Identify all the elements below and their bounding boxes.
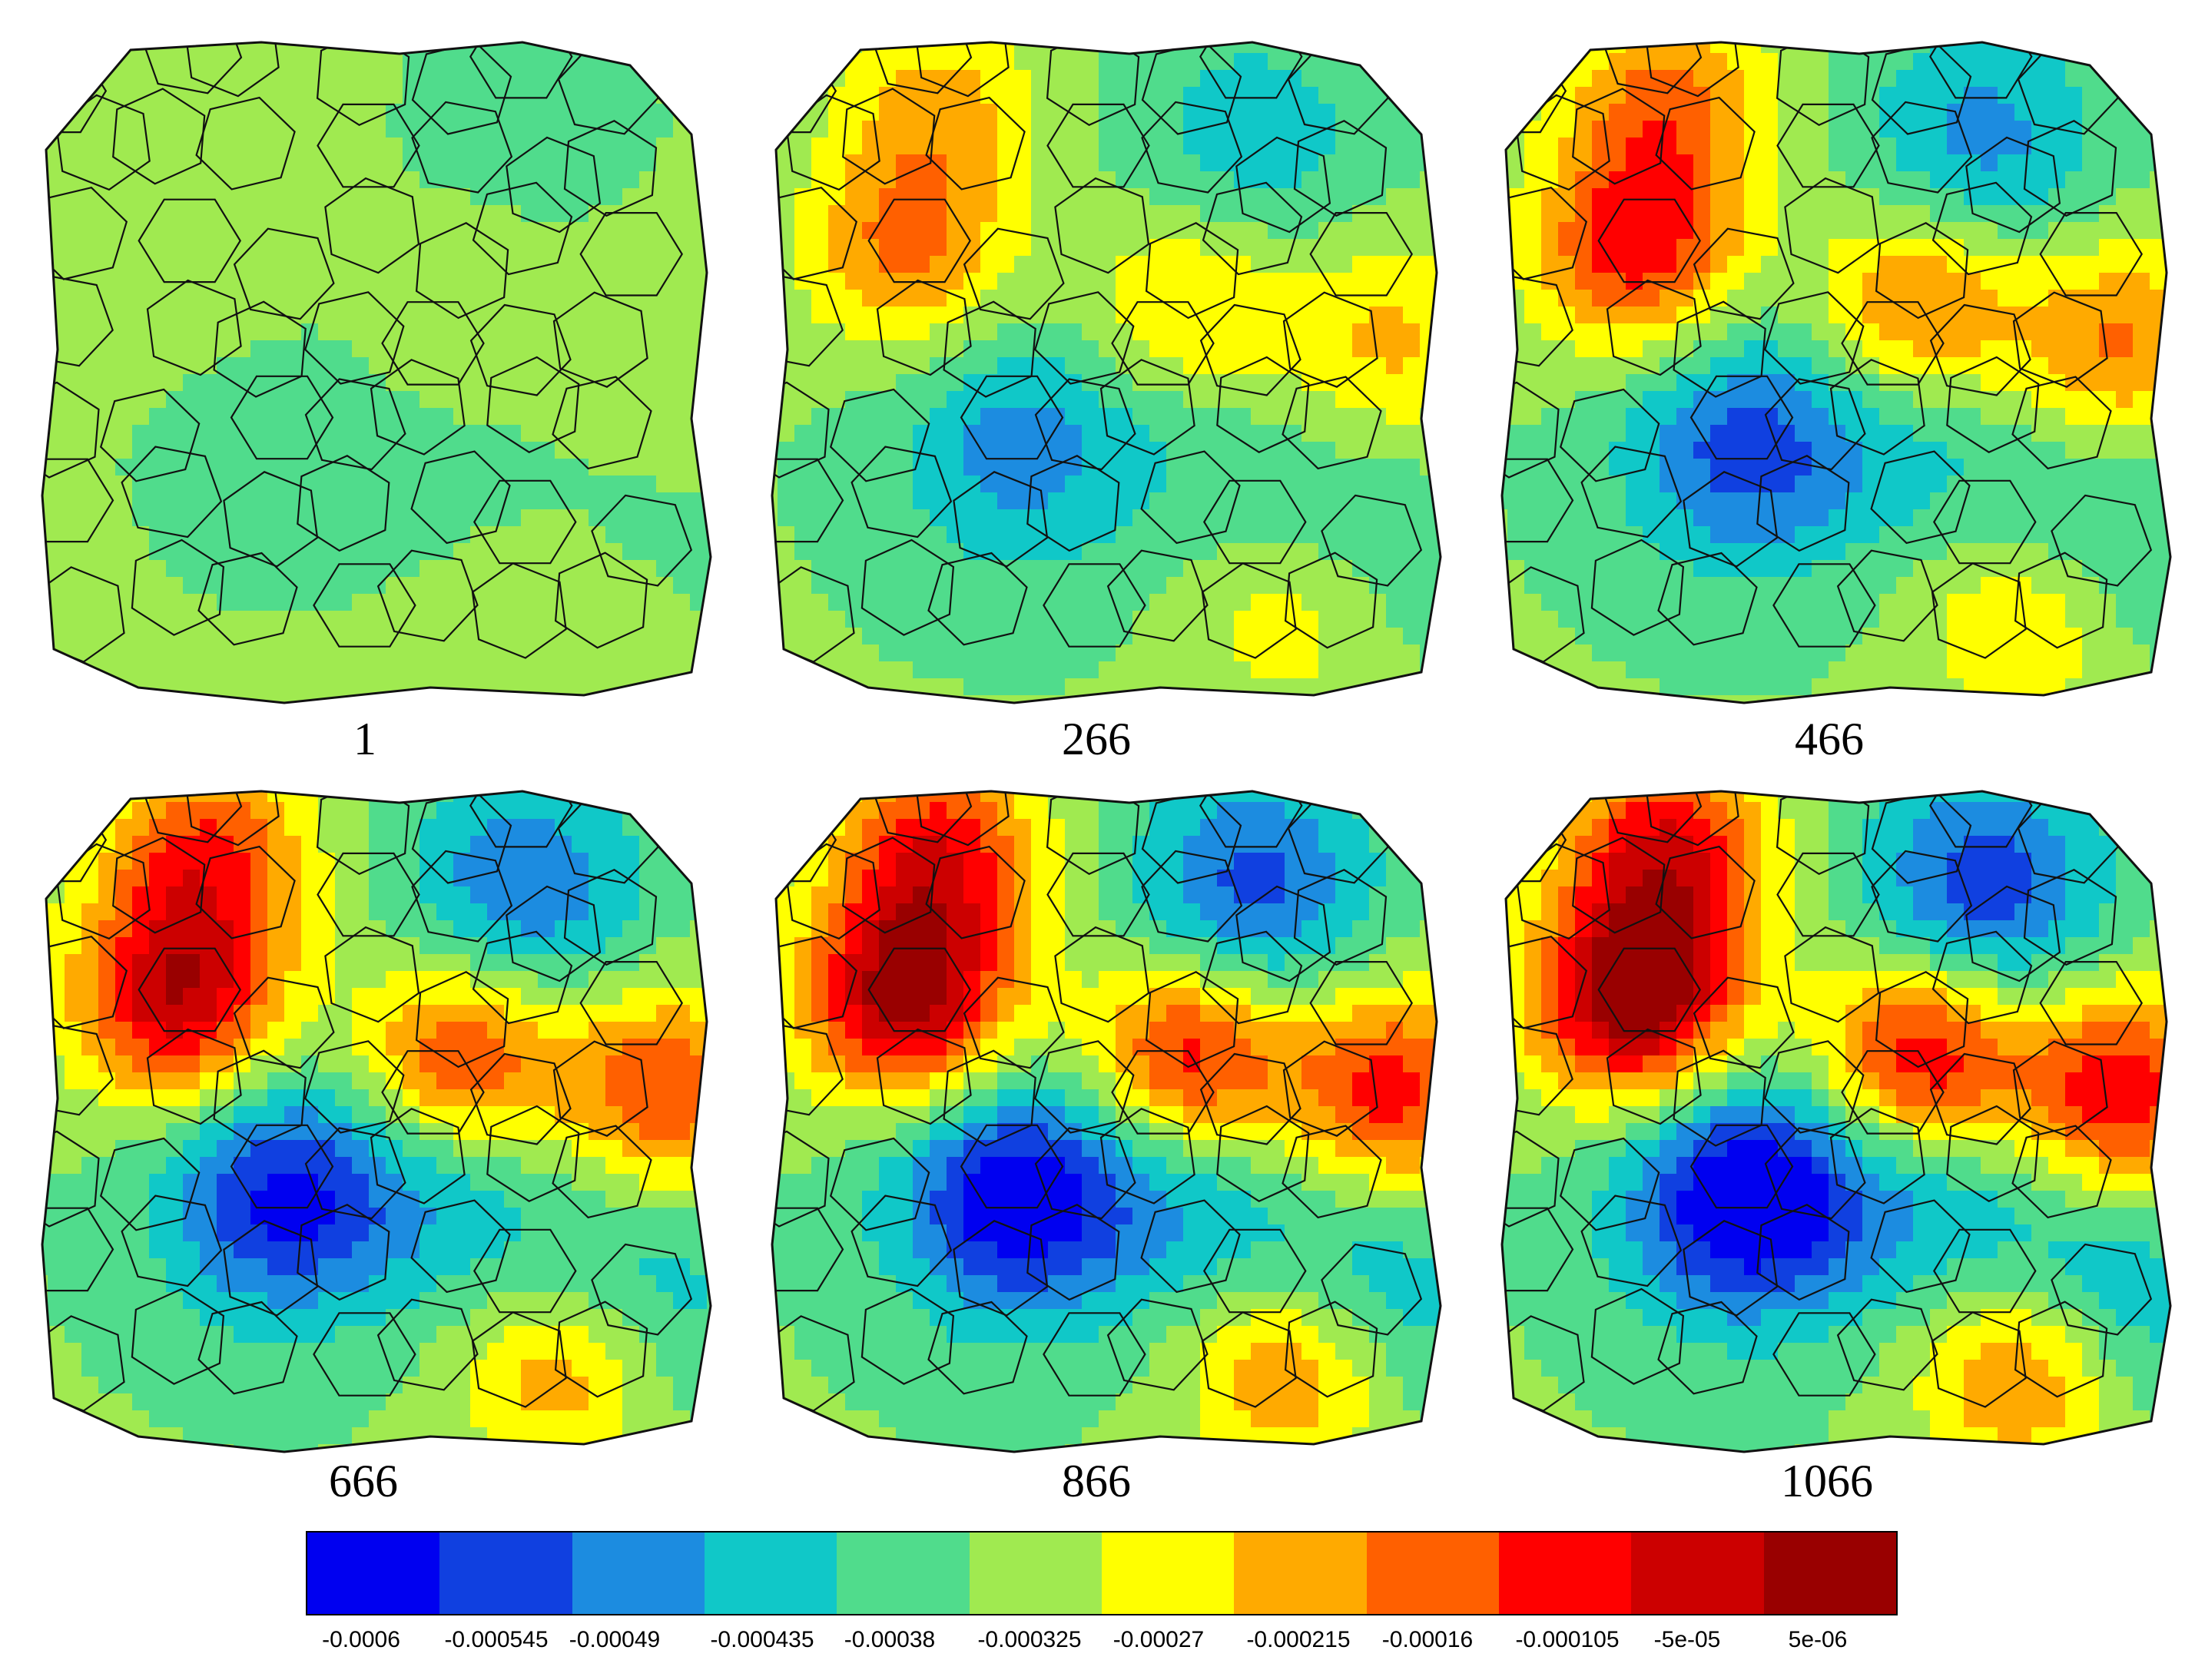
panel-1 <box>31 19 726 718</box>
colorbar-swatch-3 <box>572 1533 705 1614</box>
panel-label-266: 266 <box>1062 714 1131 764</box>
colorbar-tick-7: -0.00027 <box>1112 1627 1205 1652</box>
colorbar-tick-10: -0.000105 <box>1515 1627 1620 1652</box>
panel-266 <box>761 19 1456 718</box>
grain-plot-866 <box>771 790 1442 1453</box>
grain-plot-1 <box>41 41 712 704</box>
grain-plot-466 <box>1500 41 2172 704</box>
colorbar-swatch-10 <box>1498 1533 1632 1614</box>
colorbar-tick-12: 5e-06 <box>1788 1627 1848 1652</box>
colorbar-swatch-12 <box>1763 1533 1896 1614</box>
panel-label-466: 466 <box>1795 714 1864 764</box>
colorbar-tick-8: -0.000215 <box>1246 1627 1351 1652</box>
colorbar-swatch-4 <box>704 1533 837 1614</box>
colorbar-tick-1: -0.0006 <box>322 1627 400 1652</box>
colorbar-swatch-1 <box>307 1533 440 1614</box>
colorbar-tick-11: -5e-05 <box>1653 1627 1721 1652</box>
panel-666 <box>31 768 726 1467</box>
grain-plot-1066 <box>1500 790 2172 1453</box>
colorbar-tick-2: -0.000545 <box>444 1627 549 1652</box>
panel-866 <box>761 768 1456 1467</box>
colorbar-tick-3: -0.00049 <box>569 1627 661 1652</box>
colorbar-swatch-8 <box>1234 1533 1367 1614</box>
colorbar-swatch-2 <box>439 1533 572 1614</box>
panel-label-666: 666 <box>329 1456 398 1506</box>
colorbar <box>306 1531 1898 1615</box>
panel-label-1066: 1066 <box>1781 1456 1873 1506</box>
panel-466 <box>1490 19 2186 718</box>
panel-label-866: 866 <box>1062 1456 1131 1506</box>
grain-plot-666 <box>41 790 712 1453</box>
grain-plot-266 <box>771 41 1442 704</box>
panel-label-1: 1 <box>353 714 376 764</box>
colorbar-swatch-6 <box>969 1533 1102 1614</box>
panel-1066 <box>1490 768 2186 1467</box>
colorbar-tick-4: -0.000435 <box>710 1627 814 1652</box>
colorbar-swatch-7 <box>1101 1533 1235 1614</box>
colorbar-tick-6: -0.000325 <box>977 1627 1082 1652</box>
colorbar-tick-5: -0.00038 <box>844 1627 936 1652</box>
colorbar-swatch-5 <box>837 1533 970 1614</box>
colorbar-swatch-9 <box>1366 1533 1499 1614</box>
colorbar-tick-9: -0.00016 <box>1381 1627 1474 1652</box>
colorbar-swatch-11 <box>1631 1533 1764 1614</box>
